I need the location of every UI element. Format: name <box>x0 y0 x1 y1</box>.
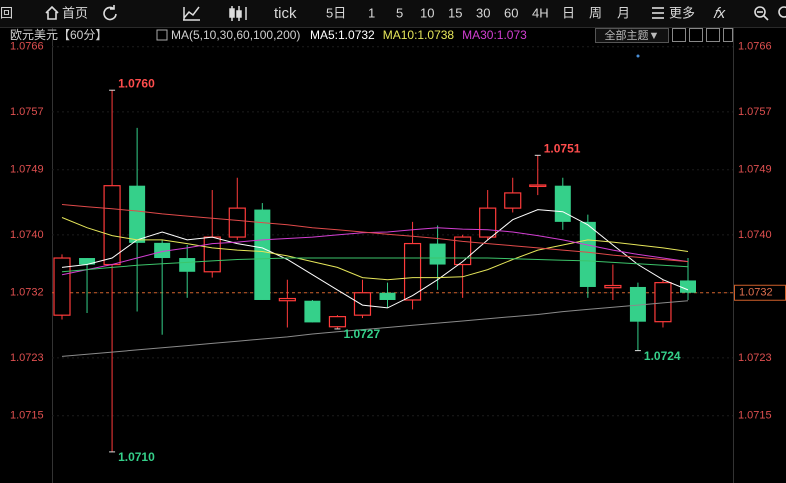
ma-line <box>61 209 689 309</box>
ma-line <box>61 257 689 273</box>
candle-body <box>103 185 121 266</box>
candle-body <box>278 297 296 302</box>
theme-button[interactable] <box>595 28 669 43</box>
toolbar-item[interactable]: 15 <box>448 5 462 20</box>
ma-line <box>61 300 689 357</box>
toolbar-item[interactable]: 首页 <box>62 5 88 20</box>
toolbar-item[interactable]: 4H <box>532 5 549 20</box>
toolbar-item[interactable]: 日 <box>562 5 575 20</box>
candle-body <box>304 300 321 323</box>
toolbar-item[interactable]: 30 <box>476 5 490 20</box>
annotation: 1.0710 <box>118 450 155 464</box>
tool-buttons[interactable] <box>672 28 733 42</box>
marker-dot <box>636 54 640 58</box>
y-tick-label: 1.0757 <box>10 106 44 118</box>
candle-body <box>604 284 622 289</box>
chart-title: 欧元美元【60分】 <box>10 28 107 42</box>
candle-body <box>53 257 71 316</box>
ma-line <box>61 217 689 281</box>
candle-body <box>554 185 571 222</box>
legend-entry: MA30:1.073 <box>462 28 527 42</box>
candle-body <box>479 207 497 238</box>
candle-body <box>504 192 522 209</box>
y2-tick-label: 1.0757 <box>738 106 772 118</box>
ma-line <box>61 204 689 263</box>
fx-icon[interactable]: 𝑓x <box>713 5 726 22</box>
theme-button-label[interactable]: 全部主题▼ <box>605 28 660 42</box>
y-tick-label: 1.0766 <box>10 41 44 53</box>
indicator-label: MA(5,10,30,60,100,200) <box>171 28 300 42</box>
candle-body <box>154 242 171 259</box>
candle-body <box>129 185 146 243</box>
home-icon[interactable] <box>45 5 59 20</box>
candle-body <box>179 258 196 272</box>
candle-body <box>254 209 271 300</box>
candle-body <box>228 207 246 238</box>
toolbar-item[interactable]: 1 <box>368 5 375 20</box>
annotation: 1.0724 <box>644 349 681 363</box>
candle-body <box>529 184 547 188</box>
annotation: 1.0727 <box>343 327 380 341</box>
toolbar-item[interactable]: 5 <box>396 5 403 20</box>
legend-entry: MA5:1.0732 <box>310 28 375 42</box>
zoom-icons[interactable] <box>754 6 786 21</box>
candle-body <box>680 280 696 293</box>
toolbar-item[interactable]: 5日 <box>326 5 346 20</box>
toolbar-item[interactable]: 更多 <box>669 5 695 20</box>
candle-body <box>328 316 347 328</box>
y2-tick-label: 1.0749 <box>738 164 772 176</box>
y-tick-label: 1.0715 <box>10 410 44 422</box>
y-tick-label: 1.0749 <box>10 164 44 176</box>
toolbar-item[interactable]: 月 <box>617 5 630 20</box>
back-link[interactable]: 返回 <box>0 5 13 20</box>
y2-tick-label: 1.0766 <box>738 41 772 53</box>
annotation: 1.0760 <box>118 76 155 90</box>
y-tick-label: 1.0732 <box>10 287 44 299</box>
candle-body <box>203 236 221 273</box>
last-price-label: 1.0732 <box>739 287 773 299</box>
candle-body <box>353 292 372 316</box>
candle-body <box>579 221 596 287</box>
refresh-icon[interactable] <box>103 5 117 21</box>
chart-type-icon[interactable] <box>183 6 200 21</box>
y-tick-label: 1.0740 <box>10 229 44 241</box>
y2-tick-label: 1.0740 <box>738 229 772 241</box>
ma-line <box>61 227 689 276</box>
y2-tick-label: 1.0715 <box>738 410 772 422</box>
candle-body <box>79 258 96 265</box>
toolbar-item[interactable]: 10 <box>420 5 434 20</box>
toolbar-item[interactable]: 60 <box>504 5 518 20</box>
toolbar-item[interactable]: 周 <box>589 5 602 20</box>
annotation: 1.0751 <box>544 141 581 155</box>
legend-entry: MA10:1.0738 <box>383 28 455 42</box>
toolbar-item[interactable]: tick <box>274 5 297 22</box>
indicator-icon[interactable] <box>156 29 168 41</box>
candle-icon[interactable] <box>229 6 247 21</box>
candle-body <box>629 286 646 322</box>
y-tick-label: 1.0723 <box>10 352 44 364</box>
candle-body <box>429 243 446 265</box>
y2-tick-label: 1.0723 <box>738 352 772 364</box>
candle-body <box>379 292 396 300</box>
more-icon[interactable] <box>652 7 664 19</box>
